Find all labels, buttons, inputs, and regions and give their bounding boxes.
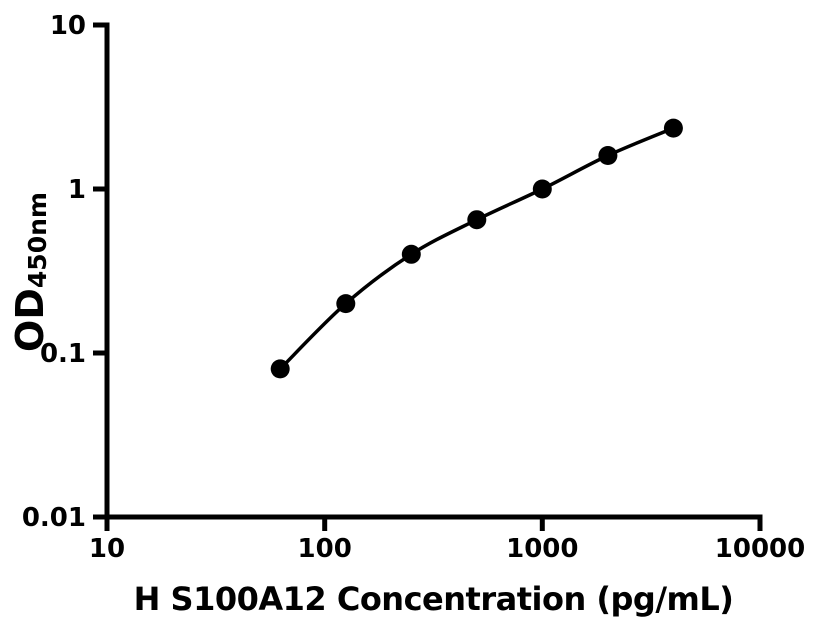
fit-curve: [278, 126, 675, 371]
y-axis-tick-label: 0.1: [40, 339, 86, 369]
data-point: [270, 359, 290, 379]
x-axis-tick-label: 10: [89, 534, 125, 564]
data-point: [532, 179, 552, 199]
data-point: [401, 244, 421, 264]
x-axis-title: H S100A12 Concentration (pg/mL): [133, 580, 734, 618]
data-point: [336, 294, 356, 314]
data-point: [467, 210, 487, 230]
y-axis-title-subscript: 450nm: [22, 192, 52, 289]
y-axis-tick-label: 0.01: [22, 503, 86, 533]
y-axis-tick-label: 10: [50, 11, 86, 41]
y-axis-tick-label: 1: [68, 175, 86, 205]
x-axis-tick-label: 10000: [715, 534, 805, 564]
x-axis-tick-label: 1000: [506, 534, 578, 564]
y-axis-title: OD 450nm: [4, 170, 56, 374]
x-axis-tick-label: 100: [298, 534, 352, 564]
data-point: [598, 146, 618, 165]
y-axis-title-main: OD: [8, 288, 52, 352]
axes: 10 100 1000 10000 10 1 0.1 0.01: [22, 11, 805, 564]
data-point: [663, 118, 683, 138]
data-points: [270, 118, 683, 379]
